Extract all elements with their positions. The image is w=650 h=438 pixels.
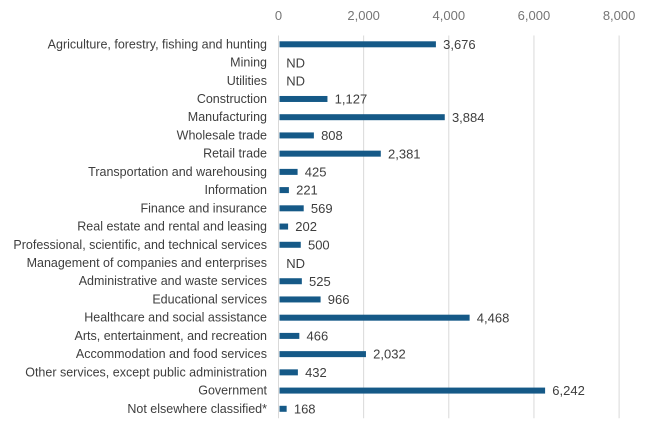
svg-text:3,884: 3,884	[452, 110, 485, 125]
svg-text:Manufacturing: Manufacturing	[188, 110, 267, 124]
svg-text:Transportation and warehousing: Transportation and warehousing	[88, 165, 267, 179]
svg-text:202: 202	[295, 219, 317, 234]
svg-text:Utilities: Utilities	[227, 74, 267, 88]
svg-text:2,000: 2,000	[347, 8, 380, 23]
svg-text:1,127: 1,127	[335, 92, 368, 107]
svg-text:432: 432	[305, 365, 327, 380]
svg-text:Finance and insurance: Finance and insurance	[141, 201, 268, 215]
svg-text:Management of companies and en: Management of companies and enterprises	[27, 256, 267, 270]
svg-text:Agriculture, forestry, fishing: Agriculture, forestry, fishing and hunti…	[48, 37, 267, 51]
svg-text:2,381: 2,381	[388, 146, 421, 161]
svg-text:Educational services: Educational services	[152, 292, 267, 306]
svg-text:3,676: 3,676	[443, 37, 476, 52]
svg-text:966: 966	[328, 292, 350, 307]
svg-text:Real estate and rental and lea: Real estate and rental and leasing	[77, 220, 267, 234]
svg-text:569: 569	[311, 201, 333, 216]
svg-text:Construction: Construction	[197, 92, 267, 106]
svg-text:Mining: Mining	[230, 56, 267, 70]
svg-text:500: 500	[308, 237, 330, 252]
svg-text:808: 808	[321, 128, 343, 143]
svg-text:Healthcare and social assistan: Healthcare and social assistance	[84, 311, 267, 325]
svg-text:ND: ND	[286, 55, 305, 70]
svg-text:466: 466	[307, 329, 329, 344]
svg-text:Accommodation and food service: Accommodation and food services	[76, 347, 267, 361]
svg-text:4,468: 4,468	[477, 310, 510, 325]
svg-text:168: 168	[294, 401, 316, 416]
svg-text:Arts, entertainment, and recre: Arts, entertainment, and recreation	[75, 329, 268, 343]
svg-text:6,242: 6,242	[552, 383, 585, 398]
svg-text:0: 0	[275, 8, 282, 23]
svg-text:ND: ND	[286, 256, 305, 271]
svg-text:525: 525	[309, 274, 331, 289]
svg-text:Professional, scientific, and: Professional, scientific, and technical …	[13, 238, 267, 252]
svg-text:2,032: 2,032	[373, 347, 406, 362]
svg-text:8,000: 8,000	[603, 8, 636, 23]
svg-text:6,000: 6,000	[518, 8, 551, 23]
svg-text:Administrative and waste servi: Administrative and waste services	[79, 274, 267, 288]
svg-text:ND: ND	[286, 74, 305, 89]
svg-text:Not elsewhere classified*: Not elsewhere classified*	[127, 402, 267, 416]
svg-text:425: 425	[305, 164, 327, 179]
svg-text:Government: Government	[198, 384, 267, 398]
svg-text:Other services, except public: Other services, except public administra…	[25, 365, 267, 379]
svg-text:221: 221	[296, 183, 318, 198]
svg-text:Wholesale trade: Wholesale trade	[177, 128, 267, 142]
svg-text:Information: Information	[204, 183, 267, 197]
svg-text:Retail trade: Retail trade	[203, 147, 267, 161]
svg-text:4,000: 4,000	[433, 8, 466, 23]
